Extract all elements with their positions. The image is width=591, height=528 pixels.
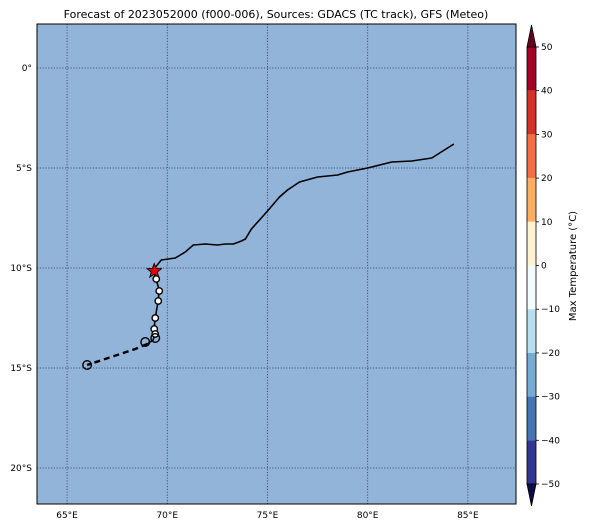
cyclone-track xyxy=(82,143,455,371)
colorbar-band xyxy=(527,309,536,353)
colorbar-band xyxy=(527,221,536,266)
colorbar-tick-label: −40 xyxy=(541,436,560,446)
colorbar-band xyxy=(527,396,536,441)
colorbar-band xyxy=(527,90,536,135)
colorbar-tick-label: 30 xyxy=(541,130,553,140)
map-panel: 65°E 70°E 75°E 80°E 85°E 0° 5°S 10°S 15°S 20°S xyxy=(10,23,517,521)
colorbar-band xyxy=(527,352,536,397)
lon-tick-label: 80°E xyxy=(357,511,379,521)
colorbar-bands xyxy=(526,46,537,485)
current-position-star-icon xyxy=(145,262,163,279)
track-point-marker xyxy=(155,287,164,295)
colorbar-tick-label: 10 xyxy=(541,218,553,228)
figure-title: Forecast of 2023052000 (f000-006), Sourc… xyxy=(64,8,489,21)
track-point-marker xyxy=(154,297,163,305)
colorbar-band xyxy=(527,440,536,484)
map-axis-ticks: 65°E 70°E 75°E 80°E 85°E 0° 5°S 10°S 15°S 20°S xyxy=(10,64,479,521)
colorbar-tick-label: −10 xyxy=(541,305,560,315)
map-frame xyxy=(36,23,517,505)
colorbar-tick-label: −20 xyxy=(541,349,560,359)
colorbar-label: Max Temperature (°C) xyxy=(568,211,579,321)
forecast-point-marker xyxy=(150,333,161,344)
colorbar-band xyxy=(527,265,536,310)
colorbar-extend-min xyxy=(526,483,537,507)
colorbar-tick-label: −30 xyxy=(541,393,560,403)
forecast-point-marker xyxy=(82,360,93,371)
lat-tick-label: 5°S xyxy=(16,164,32,174)
track-point-marker xyxy=(151,314,160,322)
colorbar-ticks: 50 40 30 20 10 0 −10 −20 −30 −40 −50 xyxy=(536,43,560,490)
colorbar-extend-max xyxy=(526,24,537,48)
lat-tick-label: 0° xyxy=(22,64,32,74)
ocean-background xyxy=(37,24,516,504)
colorbar-tick-label: 40 xyxy=(541,87,553,97)
lon-tick-label: 75°E xyxy=(257,511,279,521)
colorbar-tick-label: −50 xyxy=(541,480,560,490)
colorbar-band xyxy=(527,178,536,222)
lat-tick-label: 10°S xyxy=(10,264,32,274)
colorbar-band xyxy=(527,47,536,91)
colorbar-tick-label: 0 xyxy=(541,262,547,272)
colorbar-tick-label: 20 xyxy=(541,174,553,184)
lon-tick-label: 65°E xyxy=(56,511,78,521)
colorbar-band xyxy=(527,134,536,179)
colorbar: 50 40 30 20 10 0 −10 −20 −30 −40 −50 Max Temperatu… xyxy=(526,24,579,507)
lon-tick-label: 70°E xyxy=(156,511,178,521)
lat-tick-label: 15°S xyxy=(10,364,32,374)
lon-tick-label: 85°E xyxy=(457,511,479,521)
forecast-point-marker xyxy=(140,337,151,348)
colorbar-tick-label: 50 xyxy=(541,43,553,53)
lat-tick-label: 20°S xyxy=(10,464,32,474)
